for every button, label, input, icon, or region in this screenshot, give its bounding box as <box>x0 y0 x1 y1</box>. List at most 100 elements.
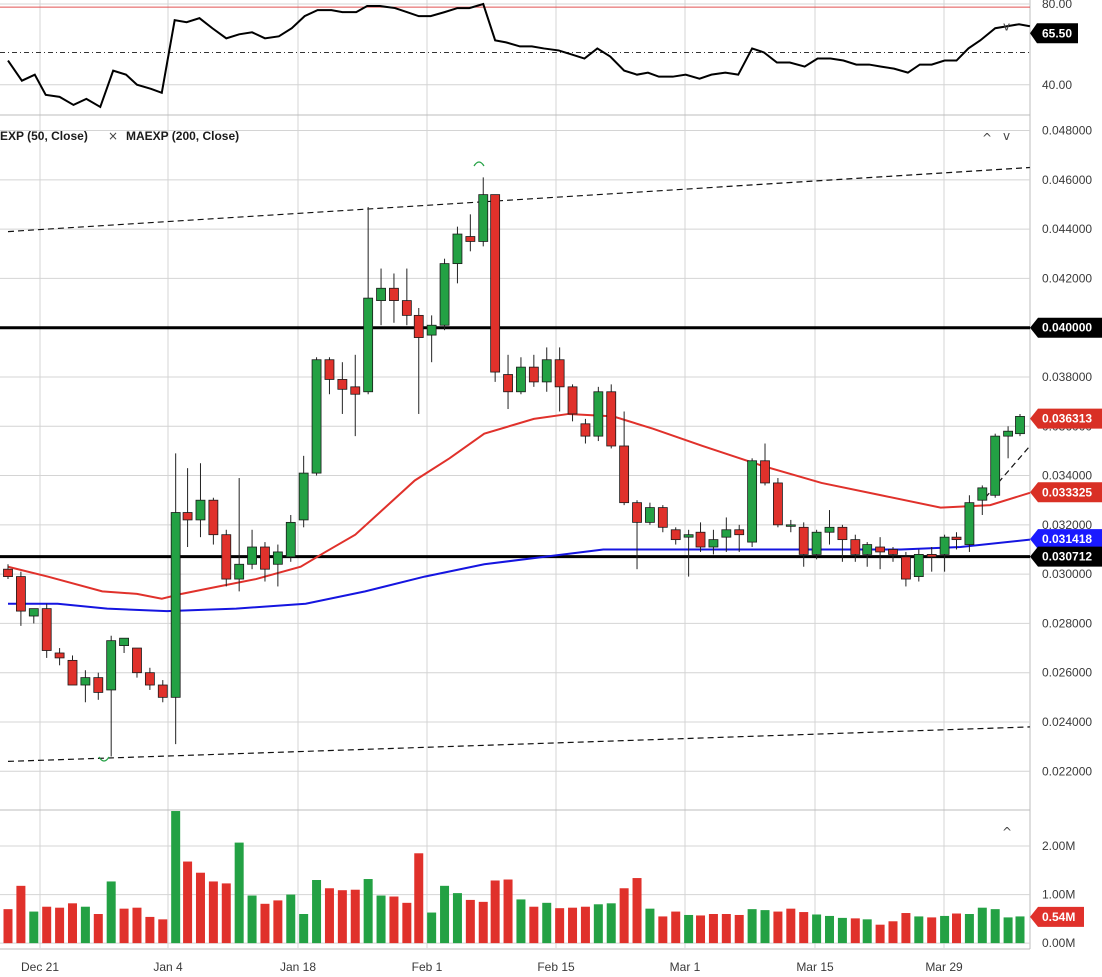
candle[interactable] <box>363 206 374 395</box>
volume-bar[interactable] <box>171 811 181 944</box>
candle[interactable] <box>3 564 13 580</box>
candle[interactable] <box>862 542 873 567</box>
volume-bar[interactable] <box>247 895 257 944</box>
remove-study-icon[interactable]: × <box>108 129 118 143</box>
volume-bar[interactable] <box>503 879 513 944</box>
candle[interactable] <box>376 268 386 326</box>
candle[interactable] <box>298 455 309 528</box>
volume-bar[interactable] <box>312 880 322 944</box>
candle[interactable] <box>926 547 937 572</box>
volume-bar[interactable] <box>414 853 424 944</box>
volume-bar[interactable] <box>3 909 13 944</box>
volume-bar[interactable] <box>16 885 26 944</box>
candle[interactable] <box>490 194 501 382</box>
candle[interactable] <box>554 347 565 412</box>
candle[interactable] <box>850 534 861 562</box>
volume-bar[interactable] <box>940 915 950 944</box>
volume-bar[interactable] <box>80 906 90 944</box>
candle[interactable] <box>541 347 552 392</box>
candle[interactable] <box>824 510 835 545</box>
candle[interactable] <box>285 514 296 562</box>
candle[interactable] <box>645 502 655 525</box>
candle[interactable] <box>593 386 604 442</box>
volume-bar[interactable] <box>773 911 783 944</box>
candle[interactable] <box>695 522 706 552</box>
volume-bar[interactable] <box>516 899 526 944</box>
volume-bar[interactable] <box>786 908 796 944</box>
volume-bar[interactable] <box>671 911 681 944</box>
candle[interactable] <box>721 517 732 552</box>
candle[interactable] <box>28 608 39 624</box>
volume-bar[interactable] <box>363 879 373 944</box>
volume-bar[interactable] <box>734 914 744 944</box>
volume-bar[interactable] <box>183 861 193 944</box>
volume-bar[interactable] <box>862 919 872 944</box>
candle[interactable] <box>516 357 526 395</box>
rsi-chevron-down-icon[interactable]: v <box>1003 19 1010 33</box>
volume-bar[interactable] <box>825 915 835 944</box>
volume-bar[interactable] <box>875 924 885 944</box>
candle[interactable] <box>567 384 578 422</box>
volume-bar[interactable] <box>427 912 437 944</box>
volume-bar[interactable] <box>234 842 244 944</box>
candle[interactable] <box>465 214 476 252</box>
candle[interactable] <box>977 485 988 515</box>
volume-bar[interactable] <box>760 910 770 944</box>
candle[interactable] <box>875 537 886 570</box>
volume-bar[interactable] <box>927 917 937 944</box>
candle[interactable] <box>990 433 1001 498</box>
volume-bar[interactable] <box>812 914 822 944</box>
volume-bar[interactable] <box>684 914 694 944</box>
volume-bar[interactable] <box>964 914 974 944</box>
volume-bar[interactable] <box>990 909 1000 944</box>
candle[interactable] <box>311 357 322 476</box>
volume-bar[interactable] <box>632 878 642 944</box>
volume-bar[interactable] <box>914 916 924 944</box>
candle[interactable] <box>619 411 630 506</box>
candle[interactable] <box>208 497 219 545</box>
volume-bar[interactable] <box>529 906 539 944</box>
chevron-up-icon[interactable]: ^ <box>982 131 992 145</box>
candle[interactable] <box>401 268 412 326</box>
volume-bar[interactable] <box>286 894 296 944</box>
volume-bar[interactable] <box>132 907 142 944</box>
candle[interactable] <box>67 655 78 686</box>
candle[interactable] <box>708 529 719 555</box>
volume-bar[interactable] <box>721 914 731 944</box>
volume-bar[interactable] <box>260 903 270 944</box>
volume-bar[interactable] <box>580 906 590 944</box>
volume-bar[interactable] <box>402 902 412 944</box>
candle[interactable] <box>811 529 822 560</box>
candle[interactable] <box>580 418 591 444</box>
volume-bar[interactable] <box>568 907 578 944</box>
volume-bar[interactable] <box>337 890 347 944</box>
volume-bar[interactable] <box>645 908 655 944</box>
volume-bar[interactable] <box>195 872 205 944</box>
volume-bar[interactable] <box>55 907 65 944</box>
volume-bar[interactable] <box>658 916 668 944</box>
candle[interactable] <box>1003 426 1013 459</box>
volume-bar[interactable] <box>555 908 565 944</box>
candle[interactable] <box>657 505 668 533</box>
candle[interactable] <box>350 354 361 437</box>
volume-bar[interactable] <box>837 917 847 944</box>
candle[interactable] <box>234 478 245 592</box>
volume-bar[interactable] <box>208 881 218 944</box>
volume-bar[interactable] <box>221 883 231 944</box>
volume-bar[interactable] <box>901 913 911 944</box>
candle[interactable] <box>888 547 898 562</box>
volume-bar[interactable] <box>389 896 399 944</box>
candle[interactable] <box>939 534 950 572</box>
candle[interactable] <box>798 522 809 567</box>
volume-collapse-icon[interactable]: ^ <box>1002 825 1012 839</box>
volume-bar[interactable] <box>452 893 462 944</box>
candle[interactable] <box>54 648 65 666</box>
volume-bar[interactable] <box>440 885 450 944</box>
volume-bar[interactable] <box>350 889 360 944</box>
candle[interactable] <box>951 532 962 550</box>
candle[interactable] <box>157 680 168 703</box>
volume-bar[interactable] <box>67 903 77 944</box>
candle[interactable] <box>119 637 129 653</box>
candle[interactable] <box>913 549 924 582</box>
